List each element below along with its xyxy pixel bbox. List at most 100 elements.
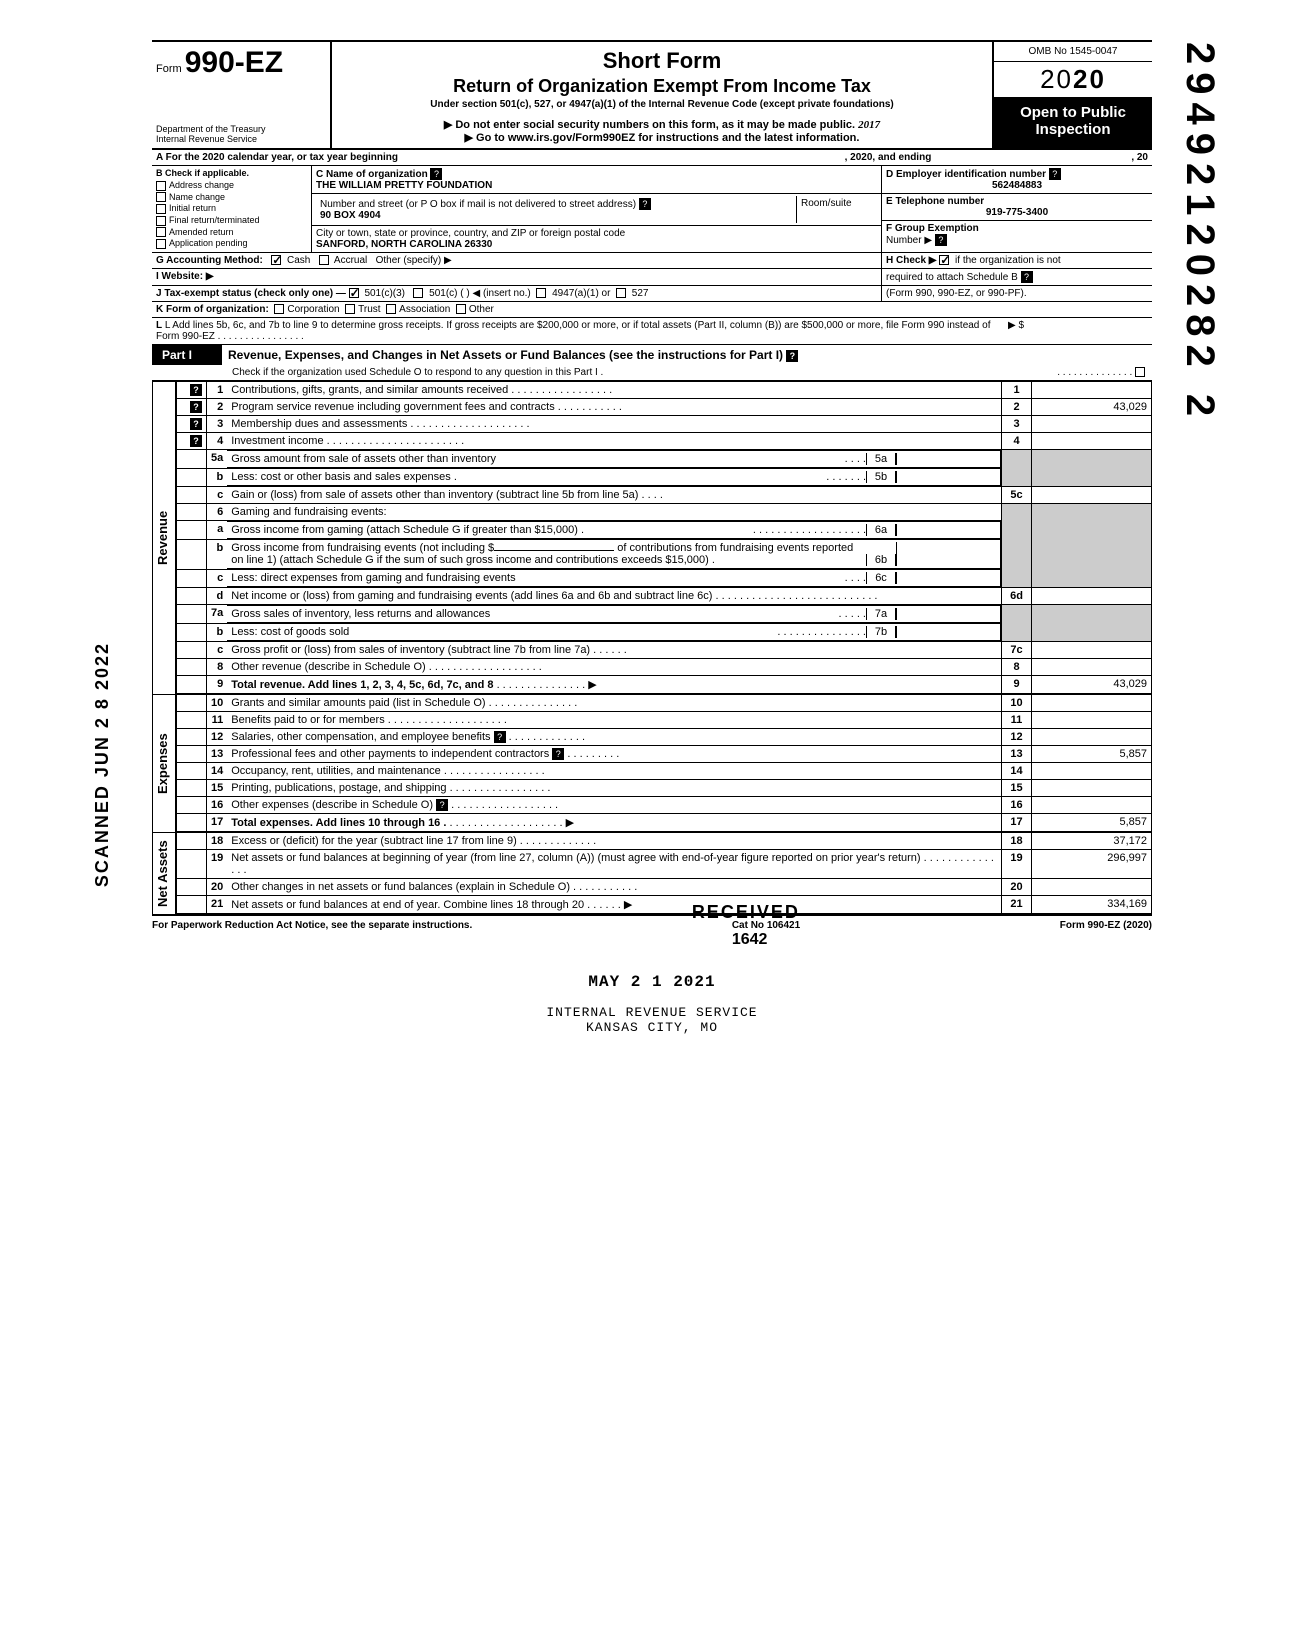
handwritten-year: 2017 [858,119,880,131]
lbl-insert-no: ) ◀ (insert no.) [466,288,530,299]
line1: Contributions, gifts, grants, and simila… [227,382,1001,399]
line6c: Less: direct expenses from gaming and fu… [231,572,844,584]
help-icon[interactable]: ? [935,234,947,246]
help-icon[interactable]: ? [1021,271,1033,283]
arrow-ssn: ▶ Do not enter social security numbers o… [444,119,855,131]
chk-application-pending[interactable] [156,239,166,249]
help-icon[interactable]: ? [190,401,202,413]
chk-final-return[interactable] [156,216,166,226]
vlabel-expenses: Expenses [152,694,176,832]
l-text: L Add lines 5b, 6c, and 7b to line 9 to … [156,320,991,342]
line-a-mid: , 2020, and ending [845,152,932,163]
lbl-name-change: Name change [169,192,225,202]
ein-value: 562484883 [886,180,1148,191]
lbl-address-change: Address change [169,180,234,190]
h-line1: H Check ▶ [886,255,936,266]
help-icon[interactable]: ? [639,198,651,210]
part1-label: Part I [152,345,222,365]
lbl-corporation: Corporation [287,304,339,315]
chk-527[interactable] [616,288,626,298]
side-code-right: 29492120282 2 [1177,42,1222,424]
chk-initial-return[interactable] [156,204,166,214]
entity-block: B Check if applicable. Address change Na… [152,166,1152,253]
stamp-irs2: KANSAS CITY, MO [152,1020,1152,1035]
stamp-received: RECEIVED [692,902,800,923]
line5a: Gross amount from sale of assets other t… [231,453,844,465]
line-a-start: A For the 2020 calendar year, or tax yea… [156,152,398,163]
city-label: City or town, state or province, country… [316,228,625,239]
title-short-form: Short Form [338,48,986,74]
k-label: K Form of organization: [156,304,269,315]
netassets-section: Net Assets 18Excess or (deficit) for the… [152,832,1152,914]
lbl-trust: Trust [358,304,380,315]
help-icon[interactable]: ? [786,350,798,362]
f-label2: Number ▶ [886,235,932,246]
val-21: 334,169 [1032,896,1152,914]
help-icon[interactable]: ? [190,418,202,430]
val-9: 43,029 [1032,676,1152,694]
line17: Total expenses. Add lines 10 through 16 … [227,814,1001,832]
help-icon[interactable]: ? [190,384,202,396]
line-a-end: , 20 [1131,152,1148,163]
vlabel-netassets: Net Assets [152,832,176,914]
help-icon[interactable]: ? [494,731,506,743]
line5b: Less: cost or other basis and sales expe… [231,471,826,483]
h-line3: (Form 990, 990-EZ, or 990-PF). [882,286,1152,301]
subtitle: Under section 501(c), 527, or 4947(a)(1)… [338,99,986,110]
org-name: THE WILLIAM PRETTY FOUNDATION [316,180,492,191]
chk-name-change[interactable] [156,192,166,202]
part1-sub: Check if the organization used Schedule … [232,367,603,378]
chk-4947[interactable] [536,288,546,298]
b-label: B Check if applicable. [156,168,307,178]
chk-accrual[interactable] [319,255,329,265]
line7c: Gross profit or (loss) from sales of inv… [227,642,1001,659]
city-value: SANFORD, NORTH CAROLINA 26330 [316,239,492,250]
help-icon[interactable]: ? [430,168,442,180]
title-return: Return of Organization Exempt From Incom… [338,76,986,97]
line13: Professional fees and other payments to … [227,746,1001,763]
footer: For Paperwork Reduction Act Notice, see … [152,916,1152,953]
chk-trust[interactable] [345,304,355,314]
line16: Other expenses (describe in Schedule O) … [227,797,1001,814]
chk-address-change[interactable] [156,181,166,191]
chk-cash[interactable] [271,255,281,265]
val-13: 5,857 [1032,746,1152,763]
expenses-section: Expenses 10Grants and similar amounts pa… [152,694,1152,832]
line14: Occupancy, rent, utilities, and maintena… [227,763,1001,780]
lbl-final-return: Final return/terminated [169,215,260,225]
side-scanned-left: SCANNED JUN 2 8 2022 [92,642,113,887]
line12: Salaries, other compensation, and employ… [227,729,1001,746]
stamp-irs1: INTERNAL REVENUE SERVICE [152,1005,1152,1020]
help-icon[interactable]: ? [436,799,448,811]
arrow-goto: ▶ Go to www.irs.gov/Form990EZ for instru… [338,131,986,144]
chk-501c3[interactable] [349,288,359,298]
g-label: G Accounting Method: [156,255,263,266]
line6d: Net income or (loss) from gaming and fun… [227,588,1001,605]
l-arrow: ▶ $ [1008,320,1148,342]
chk-corporation[interactable] [274,304,284,314]
chk-association[interactable] [386,304,396,314]
lbl-other-org: Other [469,304,494,315]
chk-amended-return[interactable] [156,227,166,237]
line3: Membership dues and assessments . . . . … [227,416,1001,433]
footer-num: 1642 [732,931,768,948]
help-icon[interactable]: ? [552,748,564,760]
line7b: Less: cost of goods sold [231,626,777,638]
val-2: 43,029 [1032,399,1152,416]
year-bold: 20 [1073,64,1106,94]
chk-other-org[interactable] [456,304,466,314]
form-prefix: Form [156,63,182,75]
lbl-4947: 4947(a)(1) or [552,288,610,299]
j-label: J Tax-exempt status (check only one) — [156,288,346,299]
help-icon[interactable]: ? [1049,168,1061,180]
help-icon[interactable]: ? [190,435,202,447]
part1-title: Revenue, Expenses, and Changes in Net As… [228,348,783,362]
line4: Investment income . . . . . . . . . . . … [227,433,1001,450]
chk-schedule-o[interactable] [1135,367,1145,377]
chk-schedule-b[interactable] [939,255,949,265]
footer-left: For Paperwork Reduction Act Notice, see … [152,920,472,949]
open-public-1: Open to Public [996,104,1150,121]
lbl-amended-return: Amended return [169,227,234,237]
chk-501c[interactable] [413,288,423,298]
e-label: E Telephone number [886,196,984,207]
